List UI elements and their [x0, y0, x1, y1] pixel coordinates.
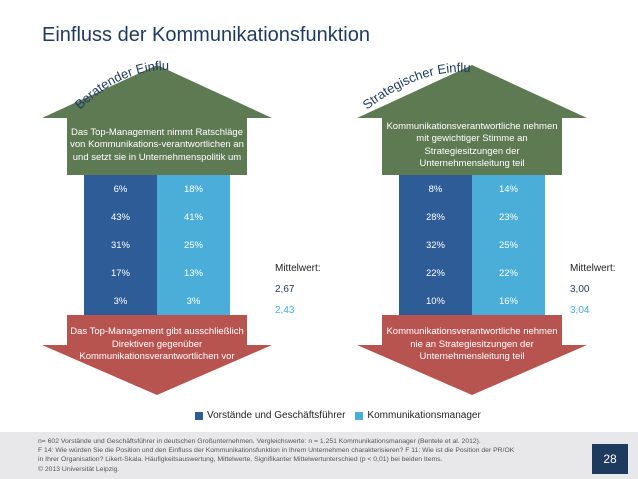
legend-label: Vorstände und Geschäftsführer — [207, 410, 346, 421]
cell-series2: 41% — [157, 203, 230, 231]
cell-series2: 13% — [157, 259, 230, 287]
top-label: Das Top-Management nimmt Ratschläge von … — [70, 126, 244, 163]
legend: Vorstände und Geschäftsführer Kommunikat… — [195, 410, 491, 421]
cell-series2: 22% — [472, 259, 545, 287]
table-row: 32% 25% — [399, 231, 545, 259]
mittelwert-series1: 3,00 — [570, 284, 590, 295]
footnote-line: © 2013 Universität Leipzig. — [38, 465, 120, 473]
panel-strategischer-einfluss: Strategischer Einfluss Kommunikationsver… — [354, 48, 587, 395]
cell-series1: 43% — [84, 203, 157, 231]
page-number: 28 — [592, 444, 628, 474]
cell-series1: 17% — [84, 259, 157, 287]
legend-item: Vorstände und Geschäftsführer — [195, 410, 345, 421]
mittelwert-series1: 2,67 — [275, 284, 295, 295]
table-row: 17% 13% — [84, 259, 230, 287]
cell-series2: 18% — [157, 175, 230, 203]
cell-series2: 23% — [472, 203, 545, 231]
arrow-graphic: Beratender Einfluss — [39, 48, 272, 395]
table-row: 43% 41% — [84, 203, 230, 231]
table-row: 22% 22% — [399, 259, 545, 287]
value-grid: 8% 14% 28% 23% 32% 25% 22% 22% 10% 16% — [399, 175, 545, 315]
arrow-up-shape — [357, 65, 587, 175]
mittelwert-right: Mittelwert: 3,00 3,04 — [570, 258, 616, 321]
mittelwert-series2: 3,04 — [570, 305, 590, 316]
mittelwert-label: Mittelwert: — [570, 263, 616, 274]
cell-series1: 22% — [399, 259, 472, 287]
table-row: 8% 14% — [399, 175, 545, 203]
cell-series2: 25% — [472, 231, 545, 259]
footnote-line: F 14: Wie würden Sie die Position und de… — [38, 447, 515, 455]
arrow-down-shape — [357, 315, 587, 395]
bottom-label: Das Top-Management gibt ausschließlich D… — [70, 326, 244, 363]
cell-series1: 32% — [399, 231, 472, 259]
table-row: 10% 16% — [399, 287, 545, 315]
cell-series2: 14% — [472, 175, 545, 203]
top-label: Kommunikationsverantwortliche nehmen mit… — [386, 120, 558, 170]
cell-series2: 25% — [157, 231, 230, 259]
page-title: Einfluss der Kommunikationsfunktion — [42, 24, 370, 46]
cell-series1: 3% — [84, 287, 157, 315]
footnote-line: in Ihrer Organisation? Likert-Skala. Häu… — [38, 456, 443, 464]
bottom-label: Kommunikationsverantwortliche nehmen nie… — [386, 326, 558, 363]
footnote-line: n= 602 Vorstände und Geschäftsführer in … — [38, 438, 481, 445]
value-grid: 6% 18% 43% 41% 31% 25% 17% 13% 3% 3% — [84, 175, 230, 315]
arrow-down-shape — [42, 315, 272, 395]
cell-series1: 8% — [399, 175, 472, 203]
table-row: 31% 25% — [84, 231, 230, 259]
legend-item: Kommunikationsmanager — [355, 410, 481, 421]
legend-swatch — [355, 411, 364, 420]
cell-series1: 6% — [84, 175, 157, 203]
cell-series2: 16% — [472, 287, 545, 315]
cell-series1: 31% — [84, 231, 157, 259]
legend-label: Kommunikationsmanager — [367, 410, 481, 421]
table-row: 28% 23% — [399, 203, 545, 231]
table-row: 3% 3% — [84, 287, 230, 315]
mittelwert-label: Mittelwert: — [275, 263, 321, 274]
mittelwert-left: Mittelwert: 2,67 2,43 — [275, 258, 321, 321]
mittelwert-series2: 2,43 — [275, 305, 295, 316]
panel-beratender-einfluss: Beratender Einfluss Das Top-Management n… — [39, 48, 272, 395]
cell-series2: 3% — [157, 287, 230, 315]
footer-band — [0, 432, 638, 479]
legend-swatch — [195, 411, 203, 420]
table-row: 6% 18% — [84, 175, 230, 203]
cell-series1: 28% — [399, 203, 472, 231]
arrow-up-shape — [42, 65, 272, 175]
footnote: n= 602 Vorstände und Geschäftsführer in … — [38, 437, 578, 474]
cell-series1: 10% — [399, 287, 472, 315]
